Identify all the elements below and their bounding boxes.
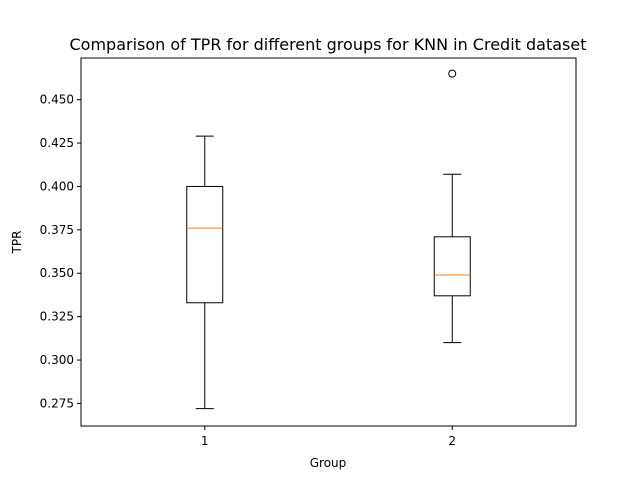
iqr-box [186,185,224,304]
box-group-2 [433,69,471,344]
y-axis: 0.275 0.300 0.325 0.350 0.375 0.400 0.425 0.450 [40,93,81,410]
axes-frame [80,57,577,427]
iqr-box [433,236,471,297]
x-tick-label: 1 [201,434,209,448]
x-axis-label: Group [310,456,347,470]
y-tick-label: 0.300 [40,353,74,367]
y-tick-label: 0.425 [40,136,74,150]
y-tick-label: 0.375 [40,223,74,237]
box-group-1 [186,135,224,410]
outlier-point [448,69,457,78]
plot-area [186,69,471,410]
x-tick-label: 2 [448,434,456,448]
y-tick-label: 0.450 [40,93,74,107]
y-tick-label: 0.325 [40,310,74,324]
y-tick-label: 0.400 [40,179,74,193]
y-axis-label: TPR [10,231,24,255]
y-tick-label: 0.350 [40,266,74,280]
chart-title: Comparison of TPR for different groups f… [70,35,587,54]
y-tick-label: 0.275 [40,396,74,410]
